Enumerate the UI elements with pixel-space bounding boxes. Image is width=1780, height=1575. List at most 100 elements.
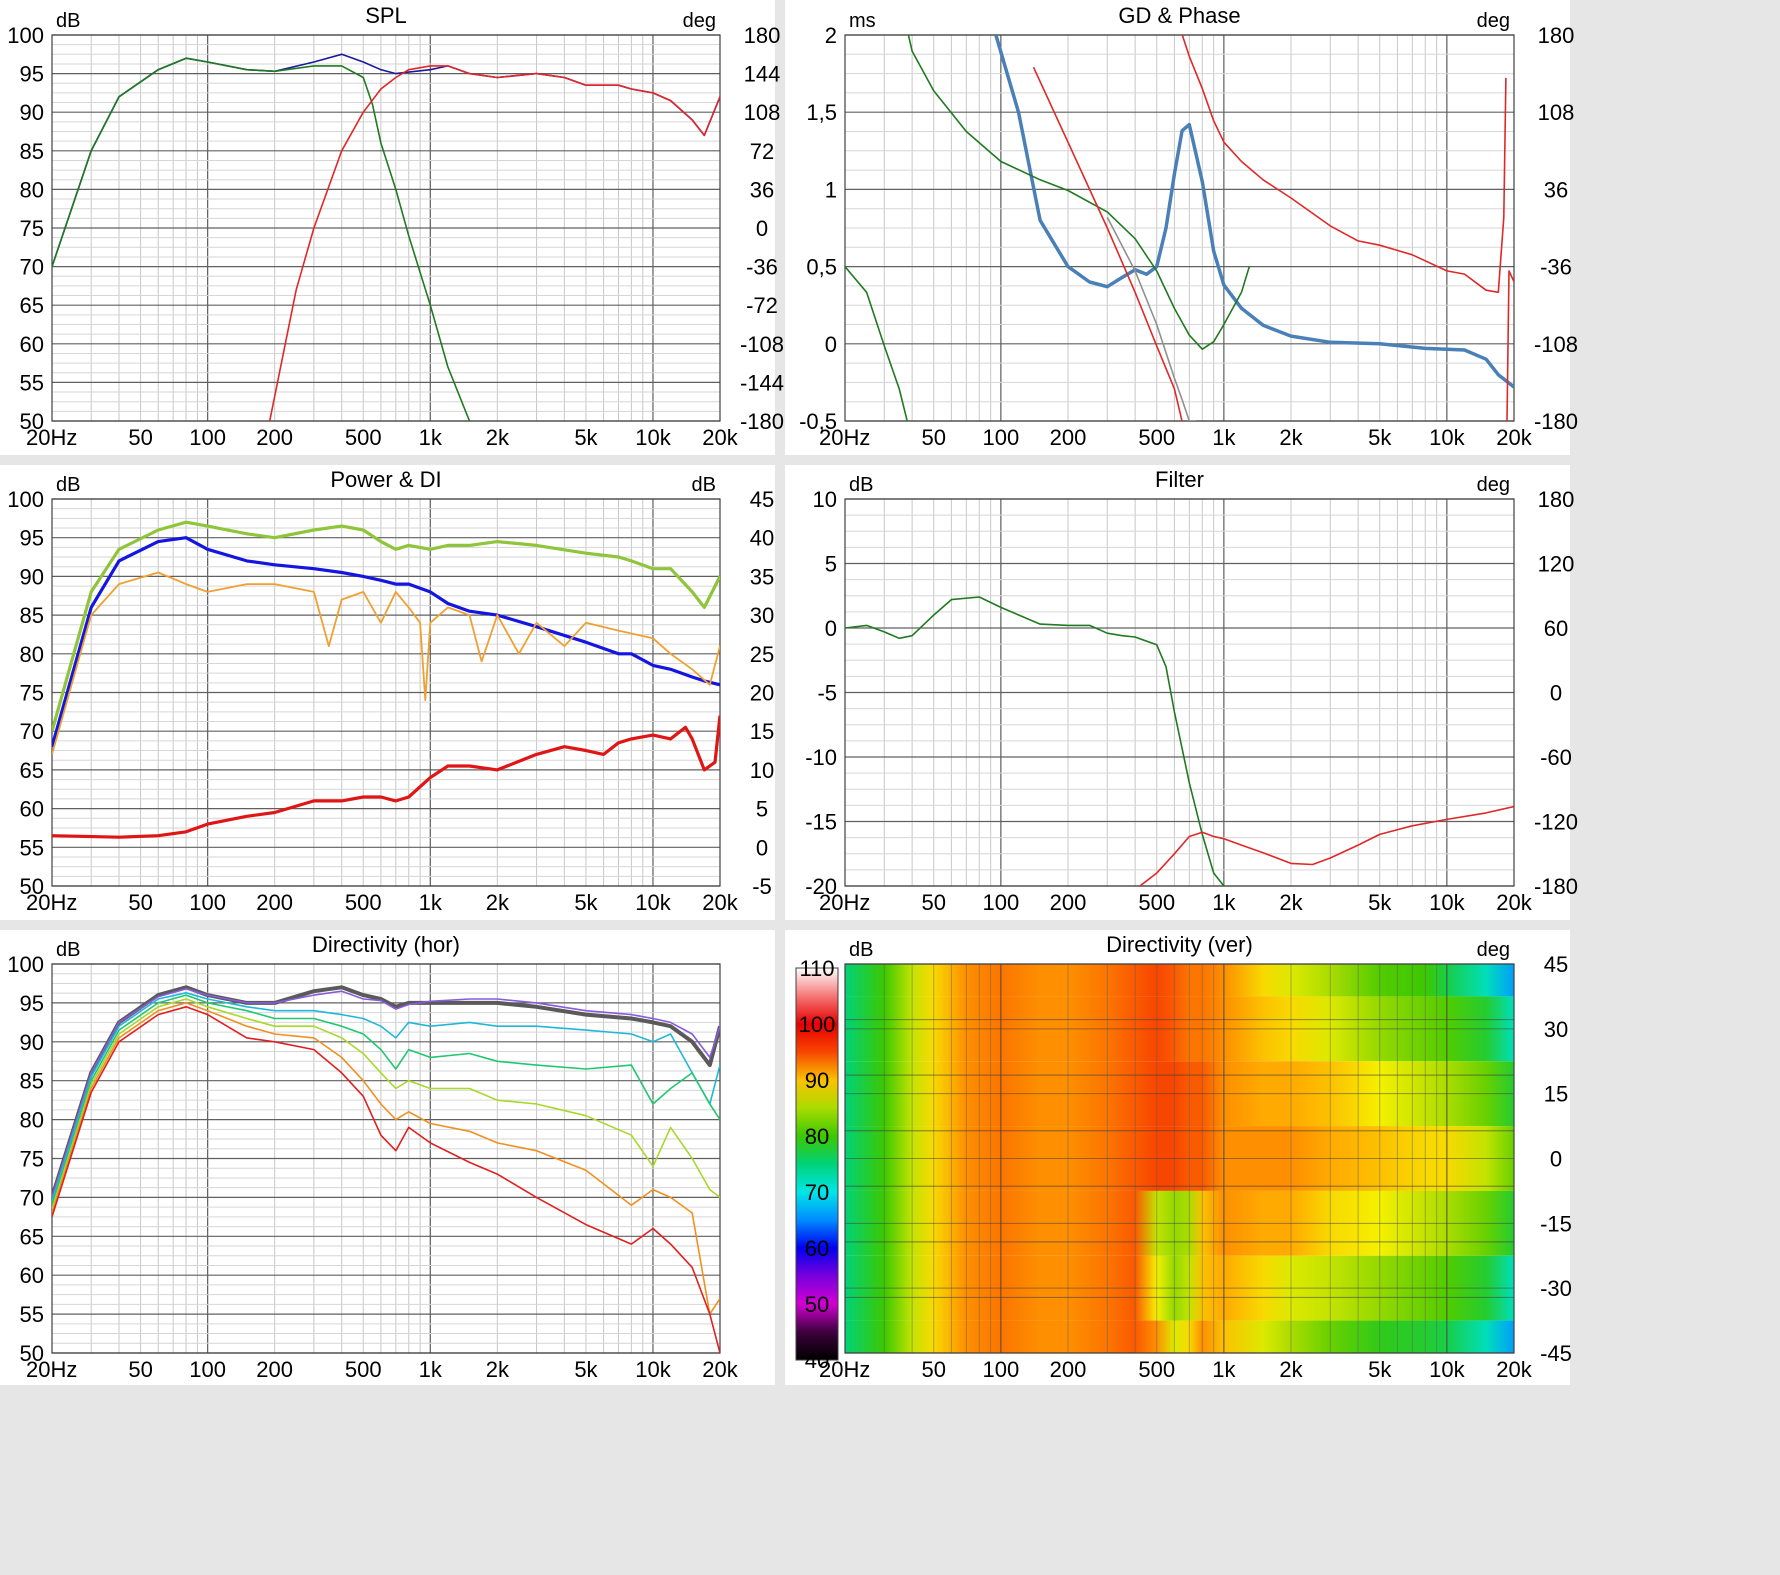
x-tick-label: 1k	[419, 425, 443, 450]
directivity-hor-series-6	[52, 1006, 720, 1353]
y2-tick-label: -120	[1534, 810, 1578, 835]
y-tick-label: 70	[805, 1180, 829, 1205]
directivity-hor-chart: Directivity (hor) dB 100 95 90 85 80 75 70 65 60 55…	[7, 932, 738, 1382]
filter-series-1	[1139, 805, 1514, 886]
power-di-series-2	[52, 571, 720, 755]
x-tick-label: 100	[983, 425, 1020, 450]
x-tick-label: 20k	[702, 425, 738, 450]
x-tick-label: 200	[256, 425, 293, 450]
y2-tick-label: -180	[740, 409, 784, 434]
y2-tick-label: 45	[750, 487, 774, 512]
x-tick-label: 1k	[1212, 1357, 1236, 1382]
x-tick-label: 100	[983, 1357, 1020, 1382]
x-tick-label: 20k	[1496, 425, 1532, 450]
directivity-hor-series-1	[52, 988, 720, 1198]
x-tick-label: 200	[1050, 1357, 1087, 1382]
y2-tick-label: 30	[1544, 1017, 1568, 1042]
gd-phase-plot-frame	[844, 34, 1515, 422]
filter-series-0	[845, 596, 1225, 886]
y2-tick-label: 10	[750, 758, 774, 783]
y-tick-label: 65	[20, 1224, 44, 1249]
x-tick-label: 2k	[1279, 1357, 1303, 1382]
y-tick-label: -20	[805, 874, 837, 899]
y-tick-label: 55	[20, 1302, 44, 1327]
power-di-title: Power & DI	[330, 467, 441, 492]
y2-tick-label: 72	[750, 139, 774, 164]
gd-phase-series-3	[1106, 216, 1196, 421]
x-tick-label: 20Hz	[26, 890, 77, 915]
x-tick-label: 100	[189, 425, 226, 450]
y-tick-label: 90	[20, 1030, 44, 1055]
x-tick-label: 20k	[702, 890, 738, 915]
x-tick-label: 200	[1050, 425, 1087, 450]
x-tick-label: 50	[921, 1357, 945, 1382]
x-tick-label: 2k	[1279, 890, 1303, 915]
y-tick-label: 65	[20, 293, 44, 318]
x-tick-label: 5k	[1368, 890, 1392, 915]
filter-plot-frame	[844, 498, 1515, 887]
power-di-series-1	[52, 536, 720, 748]
y-tick-label: 100	[7, 23, 44, 48]
y2-tick-label: -108	[1534, 332, 1578, 357]
y-tick-label: 55	[20, 370, 44, 395]
filter-left-unit: dB	[849, 474, 873, 496]
x-tick-label: 1k	[419, 890, 443, 915]
x-tick-label: 20Hz	[819, 425, 870, 450]
y2-tick-label: 15	[1544, 1082, 1568, 1107]
y2-tick-label: -72	[746, 293, 778, 318]
power-di-plot-frame	[51, 498, 721, 887]
y-tick-label: -10	[805, 745, 837, 770]
y2-tick-label: -60	[1540, 745, 1572, 770]
x-tick-label: 5k	[1368, 1357, 1392, 1382]
y2-tick-label: 108	[744, 100, 781, 125]
power-di-series-0	[52, 520, 720, 732]
y2-tick-label: 120	[1538, 552, 1575, 577]
y2-tick-label: 15	[750, 719, 774, 744]
y-tick-label: 100	[7, 487, 44, 512]
y2-tick-label: 36	[750, 177, 774, 202]
y2-tick-label: 0	[1550, 1147, 1562, 1172]
x-tick-label: 500	[345, 890, 382, 915]
x-tick-label: 10k	[1429, 1357, 1465, 1382]
y-tick-label: 85	[20, 1069, 44, 1094]
directivity-hor-series-3	[52, 994, 720, 1206]
y-tick-label: 60	[805, 1236, 829, 1261]
x-tick-label: 5k	[1368, 425, 1392, 450]
y2-tick-label: -45	[1540, 1341, 1572, 1366]
y-tick-label: 80	[20, 177, 44, 202]
y2-tick-label: -180	[1534, 874, 1578, 899]
x-tick-label: 10k	[635, 1357, 671, 1382]
spl-right-unit: deg	[683, 10, 716, 32]
x-tick-label: 20Hz	[26, 425, 77, 450]
y-tick-label: 70	[20, 1185, 44, 1210]
y2-tick-label: 0	[1550, 681, 1562, 706]
y2-tick-label: 45	[1544, 952, 1568, 977]
y-tick-label: 10	[813, 487, 837, 512]
x-tick-label: 50	[128, 425, 152, 450]
x-tick-label: 1k	[1212, 425, 1236, 450]
directivity-ver-left-unit: dB	[849, 939, 873, 961]
x-tick-label: 10k	[635, 425, 671, 450]
x-tick-label: 5k	[574, 1357, 598, 1382]
x-tick-label: 10k	[1429, 890, 1465, 915]
y2-tick-label: -36	[1540, 255, 1572, 280]
y-tick-label: 95	[20, 526, 44, 551]
spl-left-unit: dB	[56, 10, 80, 32]
y-tick-label: 90	[805, 1068, 829, 1093]
y2-tick-label: 36	[1544, 177, 1568, 202]
x-tick-label: 1k	[419, 1357, 443, 1382]
x-tick-label: 20k	[1496, 1357, 1532, 1382]
y-tick-label: 100	[7, 952, 44, 977]
y2-tick-label: 180	[1538, 487, 1575, 512]
gd-phase-left-unit: ms	[849, 10, 876, 32]
y2-tick-label: -5	[752, 874, 772, 899]
x-tick-label: 20k	[1496, 890, 1532, 915]
spl-series-1	[52, 57, 471, 421]
x-tick-label: 20k	[702, 1357, 738, 1382]
x-tick-label: 50	[921, 425, 945, 450]
x-tick-label: 10k	[1429, 425, 1465, 450]
gd-phase-right-unit: deg	[1477, 10, 1510, 32]
y2-tick-label: 144	[744, 62, 781, 87]
